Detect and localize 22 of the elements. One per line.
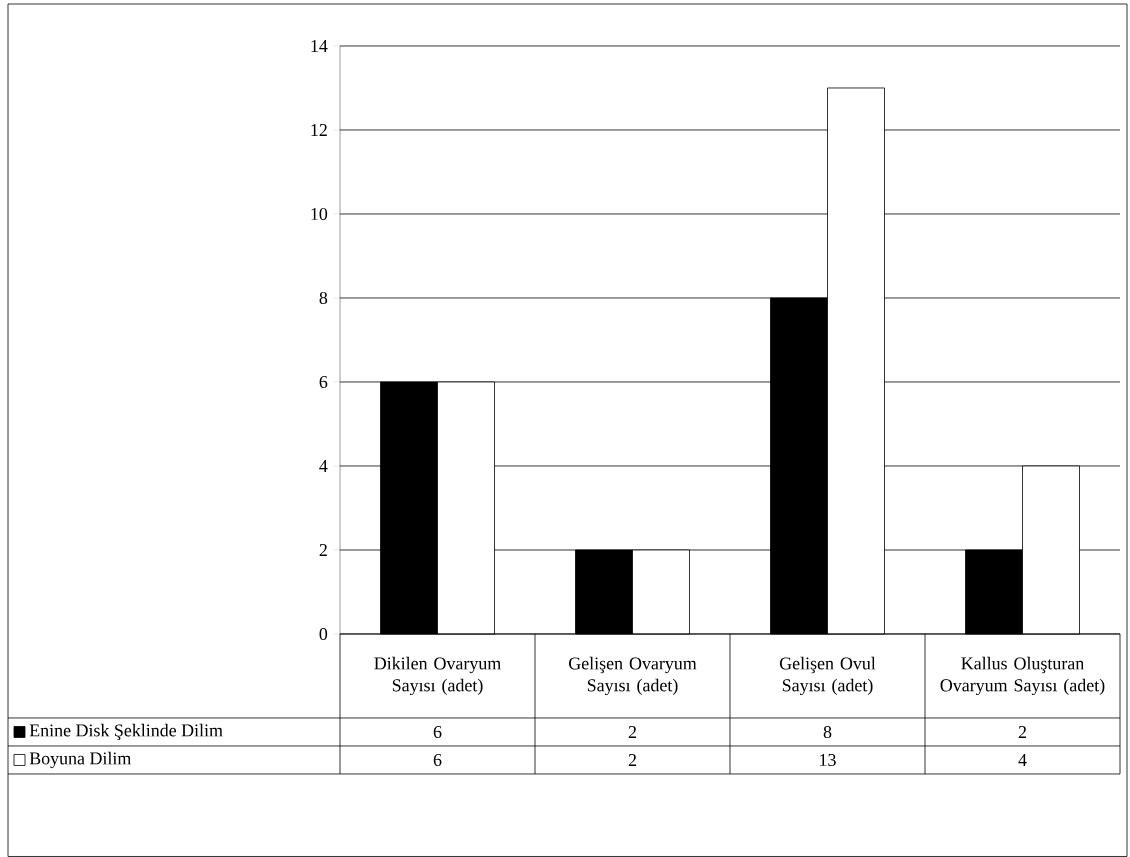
data-label: 4 <box>1018 754 1027 766</box>
data-label: 2 <box>1018 726 1026 738</box>
x-tick-label: Gelişen Ovul Sayısı (adet) <box>779 656 876 696</box>
y-tick-label: 0 <box>319 627 328 641</box>
data-label: 6 <box>433 753 442 767</box>
data-label: 2 <box>628 754 637 766</box>
y-tick-label: 12 <box>311 124 327 136</box>
y-tick-label: 6 <box>319 375 328 388</box>
legend-label: Enine Disk Şeklinde Dilim <box>29 723 223 741</box>
data-label: 8 <box>823 725 832 739</box>
data-label: 13 <box>820 753 836 767</box>
y-tick-label: 8 <box>319 291 328 305</box>
data-label: 6 <box>433 725 442 739</box>
y-tick-label: 4 <box>319 460 328 472</box>
legend-label: Boyuna Dilim <box>29 751 132 769</box>
x-tick-label: Dikilen Ovaryum Sayısı (adet) <box>374 656 501 696</box>
y-tick-label: 14 <box>311 40 328 52</box>
y-tick-label: 2 <box>319 544 327 556</box>
x-tick-label: Kallus Oluşturan Ovaryum Sayısı (adet) <box>940 656 1105 696</box>
x-tick-label: Gelişen Ovaryum Sayısı (adet) <box>569 656 697 696</box>
data-label: 2 <box>628 726 637 738</box>
y-tick-label: 10 <box>311 207 328 221</box>
